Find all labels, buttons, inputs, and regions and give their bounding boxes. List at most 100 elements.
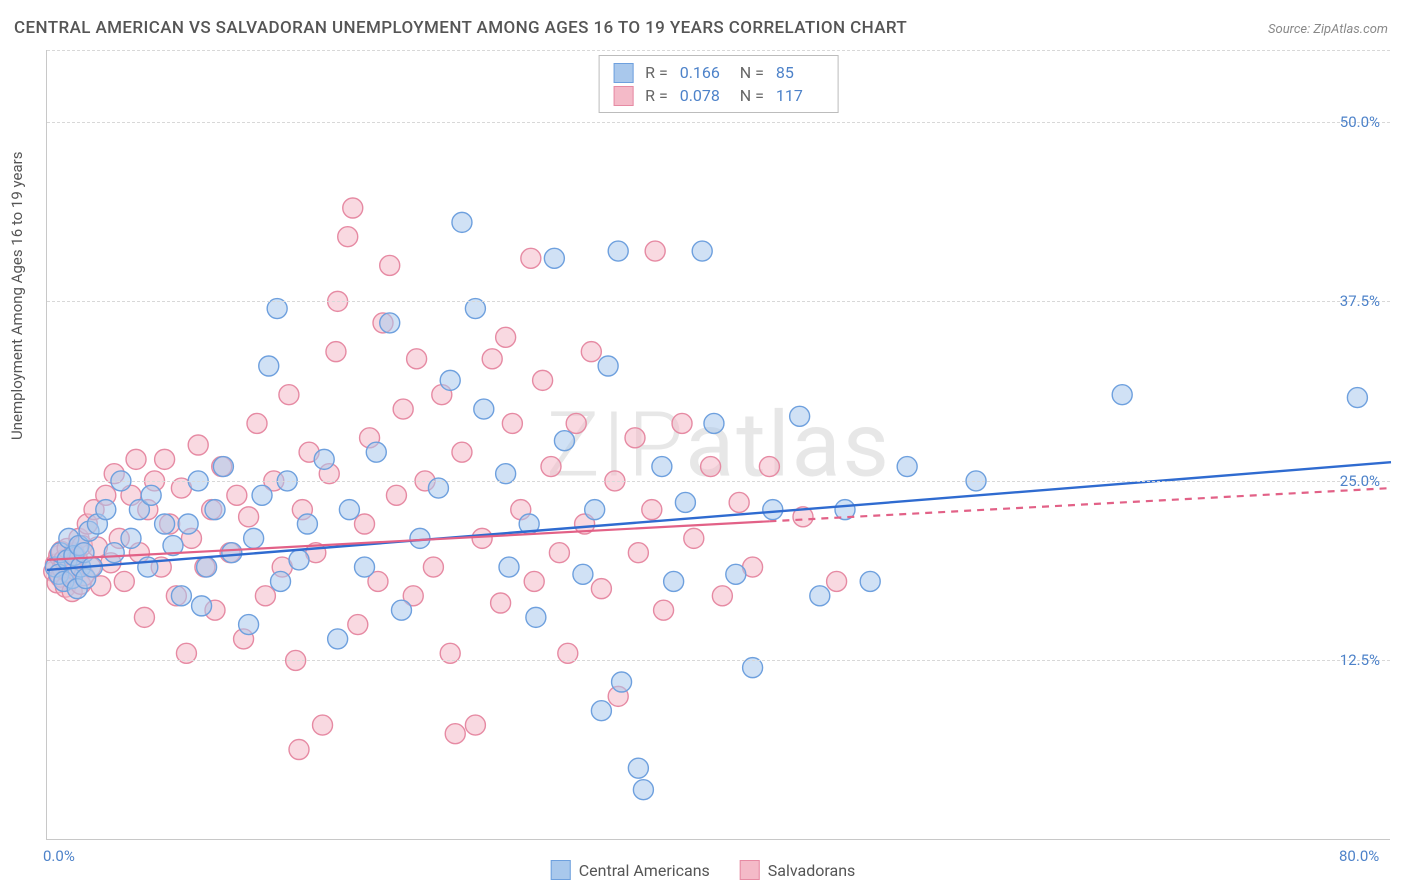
scatter-point xyxy=(581,342,601,362)
scatter-point xyxy=(526,607,546,627)
scatter-point xyxy=(188,435,208,455)
scatter-point xyxy=(440,370,460,390)
scatter-point xyxy=(366,442,386,462)
legend-swatch-0 xyxy=(551,860,571,880)
swatch-series-0 xyxy=(613,63,633,83)
scatter-point xyxy=(355,557,375,577)
scatter-point xyxy=(222,543,242,563)
scatter-point xyxy=(790,406,810,426)
source-attribution: Source: ZipAtlas.com xyxy=(1268,22,1388,37)
scatter-point xyxy=(445,724,465,744)
scatter-point xyxy=(259,356,279,376)
chart-title: CENTRAL AMERICAN VS SALVADORAN UNEMPLOYM… xyxy=(14,18,907,38)
r-value-1: 0.078 xyxy=(680,84,728,107)
scatter-point xyxy=(654,600,674,620)
scatter-point xyxy=(171,586,191,606)
scatter-point xyxy=(452,442,472,462)
scatter-svg xyxy=(47,50,1390,839)
scatter-point xyxy=(472,528,492,548)
scatter-point xyxy=(289,550,309,570)
scatter-point xyxy=(114,571,134,591)
scatter-point xyxy=(496,327,516,347)
scatter-point xyxy=(544,248,564,268)
scatter-point xyxy=(612,672,632,692)
scatter-point xyxy=(521,248,541,268)
y-tick-label: 12.5% xyxy=(1340,651,1380,669)
scatter-point xyxy=(827,571,847,591)
y-axis-label: Unemployment Among Ages 16 to 19 years xyxy=(8,152,26,440)
scatter-point xyxy=(155,514,175,534)
scatter-point xyxy=(271,571,291,591)
stats-row-series-1: R = 0.078 N = 117 xyxy=(613,84,824,107)
scatter-point xyxy=(712,586,732,606)
scatter-point xyxy=(380,313,400,333)
scatter-point xyxy=(729,492,749,512)
stats-row-series-0: R = 0.166 N = 85 xyxy=(613,61,824,84)
scatter-point xyxy=(585,500,605,520)
scatter-point xyxy=(642,500,662,520)
scatter-point xyxy=(328,629,348,649)
scatter-point xyxy=(704,413,724,433)
plot-area: ZIPatlas R = 0.166 N = 85 R = 0.078 N = … xyxy=(46,50,1390,840)
scatter-point xyxy=(591,701,611,721)
scatter-point xyxy=(491,593,511,613)
scatter-point xyxy=(96,500,116,520)
scatter-point xyxy=(1112,385,1132,405)
scatter-point xyxy=(155,449,175,469)
scatter-point xyxy=(244,528,264,548)
y-tick-label: 25.0% xyxy=(1340,472,1380,490)
scatter-point xyxy=(549,543,569,563)
n-value-0: 85 xyxy=(776,61,824,84)
scatter-point xyxy=(297,514,317,534)
r-label: R = xyxy=(645,61,668,84)
scatter-point xyxy=(541,457,561,477)
scatter-point xyxy=(338,227,358,247)
n-label: N = xyxy=(740,61,764,84)
scatter-point xyxy=(652,457,672,477)
legend-swatch-1 xyxy=(740,860,760,880)
scatter-point xyxy=(252,485,272,505)
stats-legend: R = 0.166 N = 85 R = 0.078 N = 117 xyxy=(598,55,839,113)
scatter-point xyxy=(524,571,544,591)
scatter-point xyxy=(763,500,783,520)
scatter-point xyxy=(348,615,368,635)
scatter-point xyxy=(664,571,684,591)
scatter-point xyxy=(474,399,494,419)
scatter-point xyxy=(326,342,346,362)
x-tick-label: 80.0% xyxy=(1339,847,1379,865)
y-tick-label: 37.5% xyxy=(1340,292,1380,310)
scatter-point xyxy=(213,457,233,477)
scatter-point xyxy=(279,385,299,405)
scatter-point xyxy=(407,349,427,369)
scatter-point xyxy=(499,557,519,577)
legend-label-0: Central Americans xyxy=(579,861,710,880)
scatter-point xyxy=(205,500,225,520)
scatter-point xyxy=(628,543,648,563)
scatter-point xyxy=(314,449,334,469)
scatter-point xyxy=(482,349,502,369)
legend-label-1: Salvadorans xyxy=(768,861,855,880)
scatter-point xyxy=(554,431,574,451)
scatter-point xyxy=(247,413,267,433)
scatter-point xyxy=(138,557,158,577)
swatch-series-1 xyxy=(613,86,633,106)
scatter-point xyxy=(465,715,485,735)
scatter-point xyxy=(227,485,247,505)
scatter-point xyxy=(1347,388,1367,408)
scatter-point xyxy=(692,241,712,261)
scatter-point xyxy=(726,564,746,584)
n-label: N = xyxy=(740,84,764,107)
r-label: R = xyxy=(645,84,668,107)
scatter-point xyxy=(393,399,413,419)
scatter-point xyxy=(860,571,880,591)
x-tick-label: 0.0% xyxy=(43,847,75,865)
scatter-point xyxy=(121,528,141,548)
legend-item-0: Central Americans xyxy=(551,860,710,880)
scatter-point xyxy=(126,449,146,469)
scatter-point xyxy=(343,198,363,218)
scatter-point xyxy=(675,492,695,512)
scatter-point xyxy=(759,457,779,477)
scatter-point xyxy=(192,596,212,616)
scatter-point xyxy=(339,500,359,520)
scatter-point xyxy=(104,543,124,563)
